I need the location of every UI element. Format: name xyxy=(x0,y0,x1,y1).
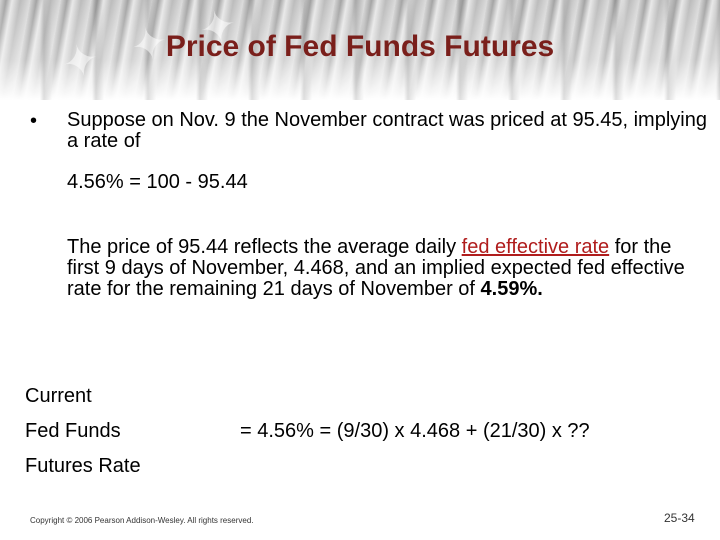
slide-title: Price of Fed Funds Futures xyxy=(165,30,555,63)
paragraph-explanation: The price of 95.44 reflects the average … xyxy=(67,237,707,300)
bullet-marker: • xyxy=(30,110,38,132)
explanation-bold-value: 4.59%. xyxy=(480,278,543,300)
rate-equation: = 4.56% = (9/30) x 4.468 + (21/30) x ?? xyxy=(240,420,590,442)
fed-effective-rate-link[interactable]: fed effective rate xyxy=(461,236,610,258)
rate-label-line-3: Futures Rate xyxy=(25,455,141,477)
rate-label-line-2: Fed Funds xyxy=(25,420,121,442)
explanation-text-1: The price of 95.44 reflects the average … xyxy=(67,236,462,258)
header-photo-columns xyxy=(0,0,720,100)
copyright-notice: Copyright © 2006 Pearson Addison-Wesley.… xyxy=(30,516,254,525)
page-number: 25-34 xyxy=(664,511,695,525)
paragraph-contract-price: Suppose on Nov. 9 the November contract … xyxy=(67,109,707,152)
rate-label-line-1: Current xyxy=(25,385,92,407)
header-building-photo: ✦ ✦ ✦ xyxy=(0,0,720,100)
explanation-text-2: for the first 9 days of November, 4.468,… xyxy=(67,236,685,300)
paragraph-implied-rate: 4.56% = 100 - 95.44 xyxy=(67,171,248,193)
